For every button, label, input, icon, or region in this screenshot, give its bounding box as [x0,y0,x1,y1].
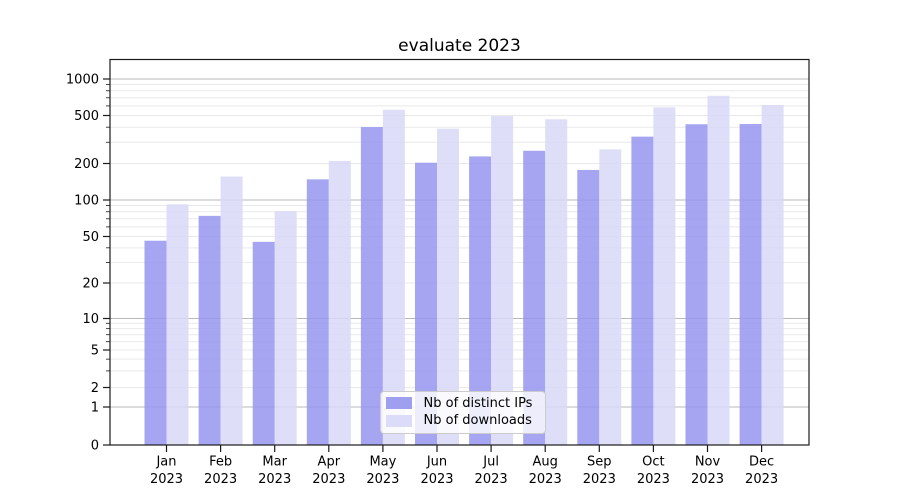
bar-distinct-ips-dec [739,124,762,445]
bar-downloads-sep [599,149,622,445]
bar-downloads-feb [220,176,243,446]
x-tick-label-sep: Sep 2023 [583,455,616,488]
y-tick-label: 20 [82,277,99,292]
y-tick-label: 500 [74,109,99,124]
axis-tick-marks [103,78,763,452]
x-tick-label-jun: Jun 2023 [420,455,453,488]
plot-border [109,58,810,446]
x-tick-label-may: May 2023 [366,455,399,488]
bar-downloads-oct [653,107,676,445]
bar-downloads-dec [761,105,784,445]
bar-distinct-ips-mar [252,241,275,445]
x-tick-label-jan: Jan 2023 [150,455,183,488]
legend-label-downloads: Nb of downloads [423,413,532,429]
y-tick-label: 200 [74,157,99,172]
x-tick-label-aug: Aug 2023 [529,455,562,488]
x-tick-label-nov: Nov 2023 [691,455,724,488]
chart-title: evaluate 2023 [398,36,521,56]
x-tick-label-apr: Apr 2023 [312,455,345,488]
bar-distinct-ips-jul [469,156,492,446]
bar-downloads-nov [707,95,730,446]
legend-label-distinct-ips: Nb of distinct IPs [423,395,533,411]
bar-downloads-mar [274,211,297,445]
y-tick-label: 100 [74,194,99,209]
bar-downloads-jul [491,116,514,445]
bar-downloads-apr [328,160,351,445]
legend-item-distinct-ips: Nb of distinct IPs [385,395,539,412]
bar-downloads-aug [545,119,568,445]
y-tick-label: 5 [91,344,99,359]
legend-swatch-downloads [385,414,412,427]
x-tick-label-jul: Jul 2023 [475,455,508,488]
y-tick-label: 1 [91,401,99,416]
bar-downloads-jan [166,204,189,445]
bar-distinct-ips-jan [144,240,167,445]
bar-distinct-ips-may [360,127,383,446]
bar-downloads-may [382,109,405,445]
y-tick-label: 10 [82,312,99,327]
x-tick-label-dec: Dec 2023 [745,455,778,488]
y-tick-label: 2 [91,381,99,396]
y-tick-label: 0 [91,439,99,454]
y-tick-label: 50 [82,230,99,245]
y-tick-label: 1000 [66,73,99,88]
legend-item-downloads: Nb of downloads [385,412,539,429]
x-tick-label-oct: Oct 2023 [637,455,670,488]
bar-distinct-ips-oct [631,136,654,445]
bar-distinct-ips-nov [685,124,708,445]
bar-distinct-ips-jun [415,162,437,445]
legend-swatch-distinct-ips [385,397,412,410]
bar-distinct-ips-aug [523,150,546,445]
x-tick-label-feb: Feb 2023 [204,455,237,488]
bar-series [144,95,784,446]
x-tick-label-mar: Mar 2023 [258,455,291,488]
bar-downloads-jun [437,128,459,445]
bar-distinct-ips-apr [306,179,329,445]
bar-distinct-ips-sep [577,169,600,445]
bar-distinct-ips-feb [198,215,221,445]
legend: Nb of distinct IPs Nb of downloads [379,390,546,434]
